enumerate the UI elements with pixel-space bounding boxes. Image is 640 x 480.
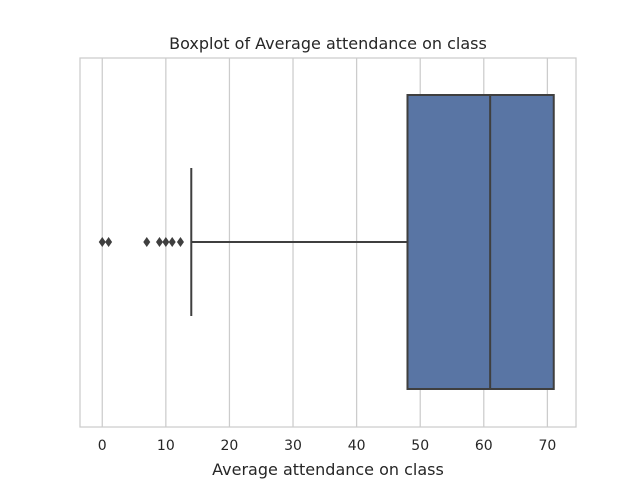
outlier-point [162,237,170,247]
outlier-points [98,237,184,247]
x-tick-label: 60 [475,438,493,454]
x-tick-label: 40 [348,438,366,454]
x-tick-label: 20 [221,438,239,454]
chart-title: Boxplot of Average attendance on class [169,34,487,53]
x-tick-label: 0 [98,438,107,454]
x-tick-label: 70 [538,438,556,454]
x-axis-label: Average attendance on class [212,460,444,479]
outlier-point [98,237,106,247]
x-tick-label: 30 [284,438,302,454]
x-tick-labels: 0 10 20 30 40 50 60 70 [98,438,557,454]
x-tick-label: 10 [157,438,175,454]
box-plot [190,94,555,390]
outlier-point [143,237,151,247]
x-tick-label: 50 [411,438,429,454]
outlier-point [176,237,184,247]
outlier-point [168,237,176,247]
iqr-box [406,94,555,390]
outlier-point [155,237,163,247]
outlier-point [105,237,113,247]
plot-frame [79,57,577,428]
